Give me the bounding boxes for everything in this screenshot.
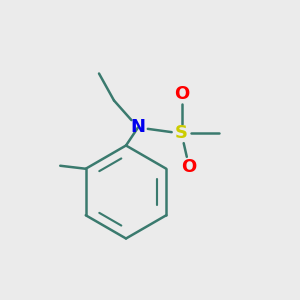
Text: O: O [174,85,189,103]
Text: N: N [130,118,146,136]
Text: S: S [175,124,188,142]
Text: O: O [182,158,196,175]
